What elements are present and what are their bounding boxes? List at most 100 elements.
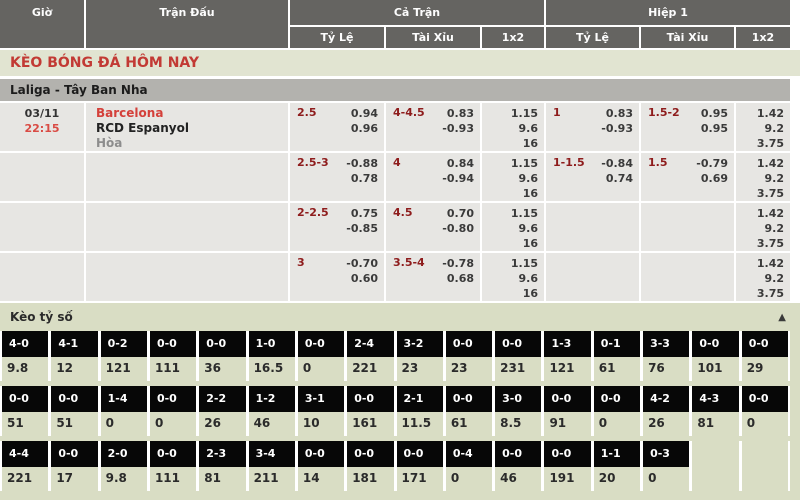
ft-handicap-odd-home[interactable]: -0.70 bbox=[346, 257, 378, 270]
ft-1x2-away[interactable]: 16 bbox=[522, 237, 538, 250]
score-odds-cell[interactable]: 0-0 51 bbox=[2, 386, 49, 436]
score-odds-cell[interactable]: 0-0 0 bbox=[149, 386, 197, 436]
ft-handicap-odd-away[interactable]: 0.78 bbox=[350, 172, 378, 185]
ft-overunder-cell[interactable]: 4-4.5 0.83 -0.93 bbox=[386, 103, 480, 151]
ft-handicap-odd-home[interactable]: -0.88 bbox=[346, 157, 378, 170]
score-odds-cell[interactable]: 0-1 61 bbox=[593, 331, 641, 381]
match-teams-cell[interactable]: Barcelona RCD Espanyol Hòa bbox=[86, 103, 288, 151]
h1-1x2-home[interactable]: 1.42 bbox=[756, 257, 784, 270]
h1-1x2-home[interactable]: 1.42 bbox=[756, 157, 784, 170]
ft-overunder-cell[interactable]: 4 0.84 -0.94 bbox=[386, 153, 480, 201]
score-odds-cell[interactable]: 3-0 8.5 bbox=[495, 386, 542, 436]
score-odds-cell[interactable]: 2-0 9.8 bbox=[100, 441, 147, 491]
h1-handicap-odd-home[interactable]: -0.84 bbox=[601, 157, 633, 170]
ft-under-odd[interactable]: -0.93 bbox=[442, 122, 474, 135]
ft-1x2-away[interactable]: 16 bbox=[522, 137, 538, 150]
ft-handicap-odd-home[interactable]: 0.94 bbox=[350, 107, 378, 120]
score-odds-cell[interactable]: 0-0 46 bbox=[495, 441, 542, 491]
ft-handicap-odd-away[interactable]: 0.96 bbox=[350, 122, 378, 135]
h1-handicap-cell[interactable]: 1 0.83 -0.93 bbox=[546, 103, 639, 151]
score-odds-cell[interactable]: 4-2 26 bbox=[643, 386, 690, 436]
score-odds-cell[interactable]: 2-2 26 bbox=[199, 386, 246, 436]
h1-1x2-cell[interactable]: 1.42 9.2 3.75 bbox=[736, 103, 790, 151]
score-odds-cell[interactable]: 2-3 81 bbox=[199, 441, 246, 491]
ft-over-odd[interactable]: 0.83 bbox=[446, 107, 474, 120]
score-odds-cell[interactable]: 4-4 221 bbox=[2, 441, 49, 491]
score-odds-cell[interactable]: 0-0 111 bbox=[149, 331, 197, 381]
ft-over-odd[interactable]: 0.70 bbox=[446, 207, 474, 220]
score-odds-cell[interactable]: 3-4 211 bbox=[248, 441, 295, 491]
score-odds-cell[interactable]: 0-2 121 bbox=[100, 331, 147, 381]
score-odds-cell[interactable]: 0-0 191 bbox=[544, 441, 591, 491]
score-odds-cell[interactable]: 1-2 46 bbox=[248, 386, 295, 436]
h1-1x2-cell[interactable]: 1.42 9.2 3.75 bbox=[736, 253, 790, 301]
score-odds-cell[interactable]: 0-0 0 bbox=[741, 386, 788, 436]
ft-handicap-odd-away[interactable]: 0.60 bbox=[350, 272, 378, 285]
ft-over-odd[interactable]: -0.78 bbox=[442, 257, 474, 270]
h1-1x2-home[interactable]: 1.42 bbox=[756, 107, 784, 120]
score-odds-cell[interactable]: 0-0 23 bbox=[445, 331, 493, 381]
h1-over-odd[interactable]: -0.79 bbox=[696, 157, 728, 170]
h1-1x2-draw[interactable]: 9.2 bbox=[764, 272, 785, 285]
ft-1x2-away[interactable]: 16 bbox=[522, 287, 538, 300]
ft-1x2-home[interactable]: 1.15 bbox=[510, 157, 538, 170]
score-odds-cell[interactable]: 4-3 81 bbox=[692, 386, 739, 436]
h1-overunder-cell[interactable]: 1.5-2 0.95 0.95 bbox=[641, 103, 734, 151]
h1-overunder-cell[interactable]: 1.5 -0.79 0.69 bbox=[641, 153, 734, 201]
h1-handicap-odd-home[interactable]: 0.83 bbox=[605, 107, 633, 120]
h1-1x2-draw[interactable]: 9.2 bbox=[764, 222, 785, 235]
h1-1x2-draw[interactable]: 9.2 bbox=[764, 122, 785, 135]
ft-handicap-cell[interactable]: 3 -0.70 0.60 bbox=[290, 253, 384, 301]
away-team[interactable]: RCD Espanyol bbox=[96, 121, 189, 135]
score-odds-cell[interactable]: 2-4 221 bbox=[347, 331, 394, 381]
ft-handicap-cell[interactable]: 2.5 0.94 0.96 bbox=[290, 103, 384, 151]
ft-overunder-cell[interactable]: 3.5-4 -0.78 0.68 bbox=[386, 253, 480, 301]
score-odds-cell[interactable]: 1-0 16.5 bbox=[248, 331, 295, 381]
score-odds-cell[interactable]: 0-0 0 bbox=[297, 331, 345, 381]
ft-1x2-cell[interactable]: 1.15 9.6 16 bbox=[482, 253, 544, 301]
h1-1x2-cell[interactable]: 1.42 9.2 3.75 bbox=[736, 153, 790, 201]
score-odds-cell[interactable]: 2-1 11.5 bbox=[396, 386, 443, 436]
score-odds-cell[interactable]: 4-1 12 bbox=[51, 331, 98, 381]
score-odds-cell[interactable]: 1-4 0 bbox=[100, 386, 147, 436]
score-odds-cell[interactable]: 0-0 181 bbox=[347, 441, 394, 491]
league-title[interactable]: Laliga - Tây Ban Nha bbox=[0, 79, 790, 101]
score-odds-cell[interactable]: 1-3 121 bbox=[544, 331, 591, 381]
score-odds-cell[interactable]: 0-0 17 bbox=[51, 441, 98, 491]
score-odds-cell[interactable]: 3-1 10 bbox=[297, 386, 345, 436]
score-odds-cell[interactable]: 1-1 20 bbox=[593, 441, 641, 491]
score-odds-cell[interactable]: 0-0 231 bbox=[495, 331, 542, 381]
h1-1x2-home[interactable]: 1.42 bbox=[756, 207, 784, 220]
score-odds-cell[interactable]: 0-0 36 bbox=[199, 331, 246, 381]
score-odds-cell[interactable]: 3-3 76 bbox=[643, 331, 690, 381]
h1-under-odd[interactable]: 0.95 bbox=[700, 122, 728, 135]
score-odds-cell[interactable]: 0-3 0 bbox=[643, 441, 690, 491]
collapse-up-icon[interactable]: ▲ bbox=[778, 311, 786, 323]
h1-1x2-away[interactable]: 3.75 bbox=[756, 237, 784, 250]
ft-1x2-away[interactable]: 16 bbox=[522, 187, 538, 200]
h1-1x2-away[interactable]: 3.75 bbox=[756, 287, 784, 300]
h1-handicap-odd-away[interactable]: -0.93 bbox=[601, 122, 633, 135]
score-odds-cell[interactable]: 4-0 9.8 bbox=[2, 331, 49, 381]
ft-1x2-home[interactable]: 1.15 bbox=[510, 257, 538, 270]
ft-handicap-cell[interactable]: 2.5-3 -0.88 0.78 bbox=[290, 153, 384, 201]
score-odds-cell[interactable]: 0-0 51 bbox=[51, 386, 98, 436]
h1-under-odd[interactable]: 0.69 bbox=[700, 172, 728, 185]
ft-handicap-cell[interactable]: 2-2.5 0.75 -0.85 bbox=[290, 203, 384, 251]
ft-handicap-odd-away[interactable]: -0.85 bbox=[346, 222, 378, 235]
ft-1x2-cell[interactable]: 1.15 9.6 16 bbox=[482, 103, 544, 151]
ft-1x2-cell[interactable]: 1.15 9.6 16 bbox=[482, 153, 544, 201]
ft-handicap-odd-home[interactable]: 0.75 bbox=[350, 207, 378, 220]
ft-1x2-draw[interactable]: 9.6 bbox=[518, 172, 539, 185]
h1-1x2-draw[interactable]: 9.2 bbox=[764, 172, 785, 185]
ft-under-odd[interactable]: -0.94 bbox=[442, 172, 474, 185]
score-odds-cell[interactable]: 0-0 14 bbox=[297, 441, 345, 491]
score-odds-cell[interactable]: 0-0 91 bbox=[544, 386, 591, 436]
score-odds-cell[interactable]: 3-2 23 bbox=[396, 331, 443, 381]
ft-overunder-cell[interactable]: 4.5 0.70 -0.80 bbox=[386, 203, 480, 251]
ft-1x2-draw[interactable]: 9.6 bbox=[518, 272, 539, 285]
score-odds-cell[interactable]: 0-0 111 bbox=[149, 441, 197, 491]
h1-1x2-cell[interactable]: 1.42 9.2 3.75 bbox=[736, 203, 790, 251]
home-team[interactable]: Barcelona bbox=[96, 106, 164, 120]
ft-1x2-home[interactable]: 1.15 bbox=[510, 107, 538, 120]
